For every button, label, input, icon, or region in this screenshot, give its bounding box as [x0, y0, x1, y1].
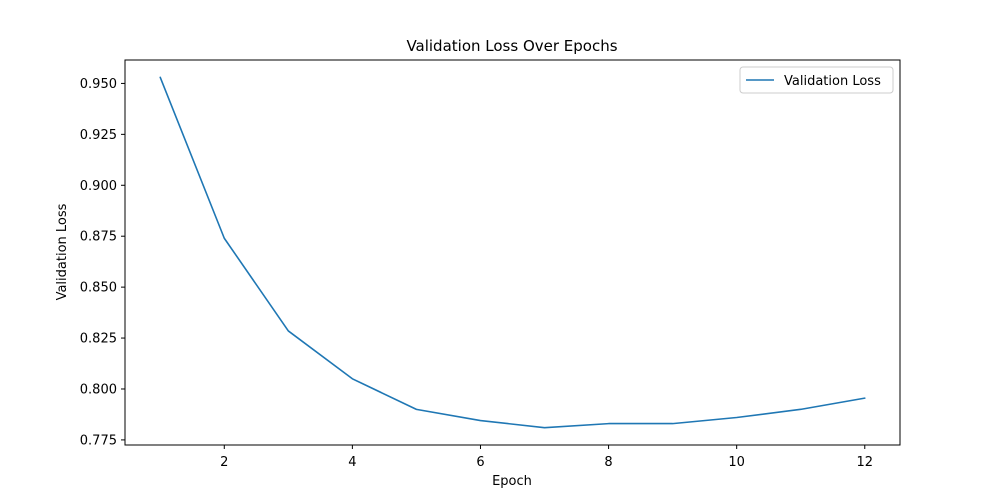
y-axis-ticks: 0.775 0.800 0.825 0.850 0.875 0.900 0.925 0.950	[80, 77, 125, 448]
chart-title: Validation Loss Over Epochs	[406, 37, 617, 55]
y-tick-label: 0.950	[80, 77, 117, 92]
series-line-validation-loss	[159, 76, 866, 429]
series-layer	[159, 76, 866, 429]
x-tick-label: 2	[220, 455, 228, 470]
y-tick-label: 0.925	[80, 128, 117, 143]
y-tick-label: 0.875	[80, 230, 117, 245]
y-tick-label: 0.900	[80, 179, 117, 194]
y-tick-label: 0.850	[80, 281, 117, 296]
legend: Validation Loss	[739, 66, 894, 94]
y-tick-label: 0.800	[80, 382, 117, 397]
x-tick-label: 10	[728, 455, 745, 470]
x-axis-ticks: 2 4 6 8 10 12	[220, 445, 873, 470]
y-tick-label: 0.775	[80, 433, 117, 448]
x-tick-label: 6	[476, 455, 484, 470]
y-axis-label: Validation Loss	[55, 203, 70, 300]
x-tick-label: 4	[348, 455, 356, 470]
legend-frame	[739, 66, 894, 94]
y-tick-label: 0.825	[80, 332, 117, 347]
plot-frame	[124, 59, 901, 446]
x-axis-label: Epoch	[492, 474, 532, 489]
x-tick-label: 12	[856, 455, 873, 470]
x-tick-label: 8	[604, 455, 612, 470]
legend-label-validation-loss: Validation Loss	[784, 74, 881, 89]
